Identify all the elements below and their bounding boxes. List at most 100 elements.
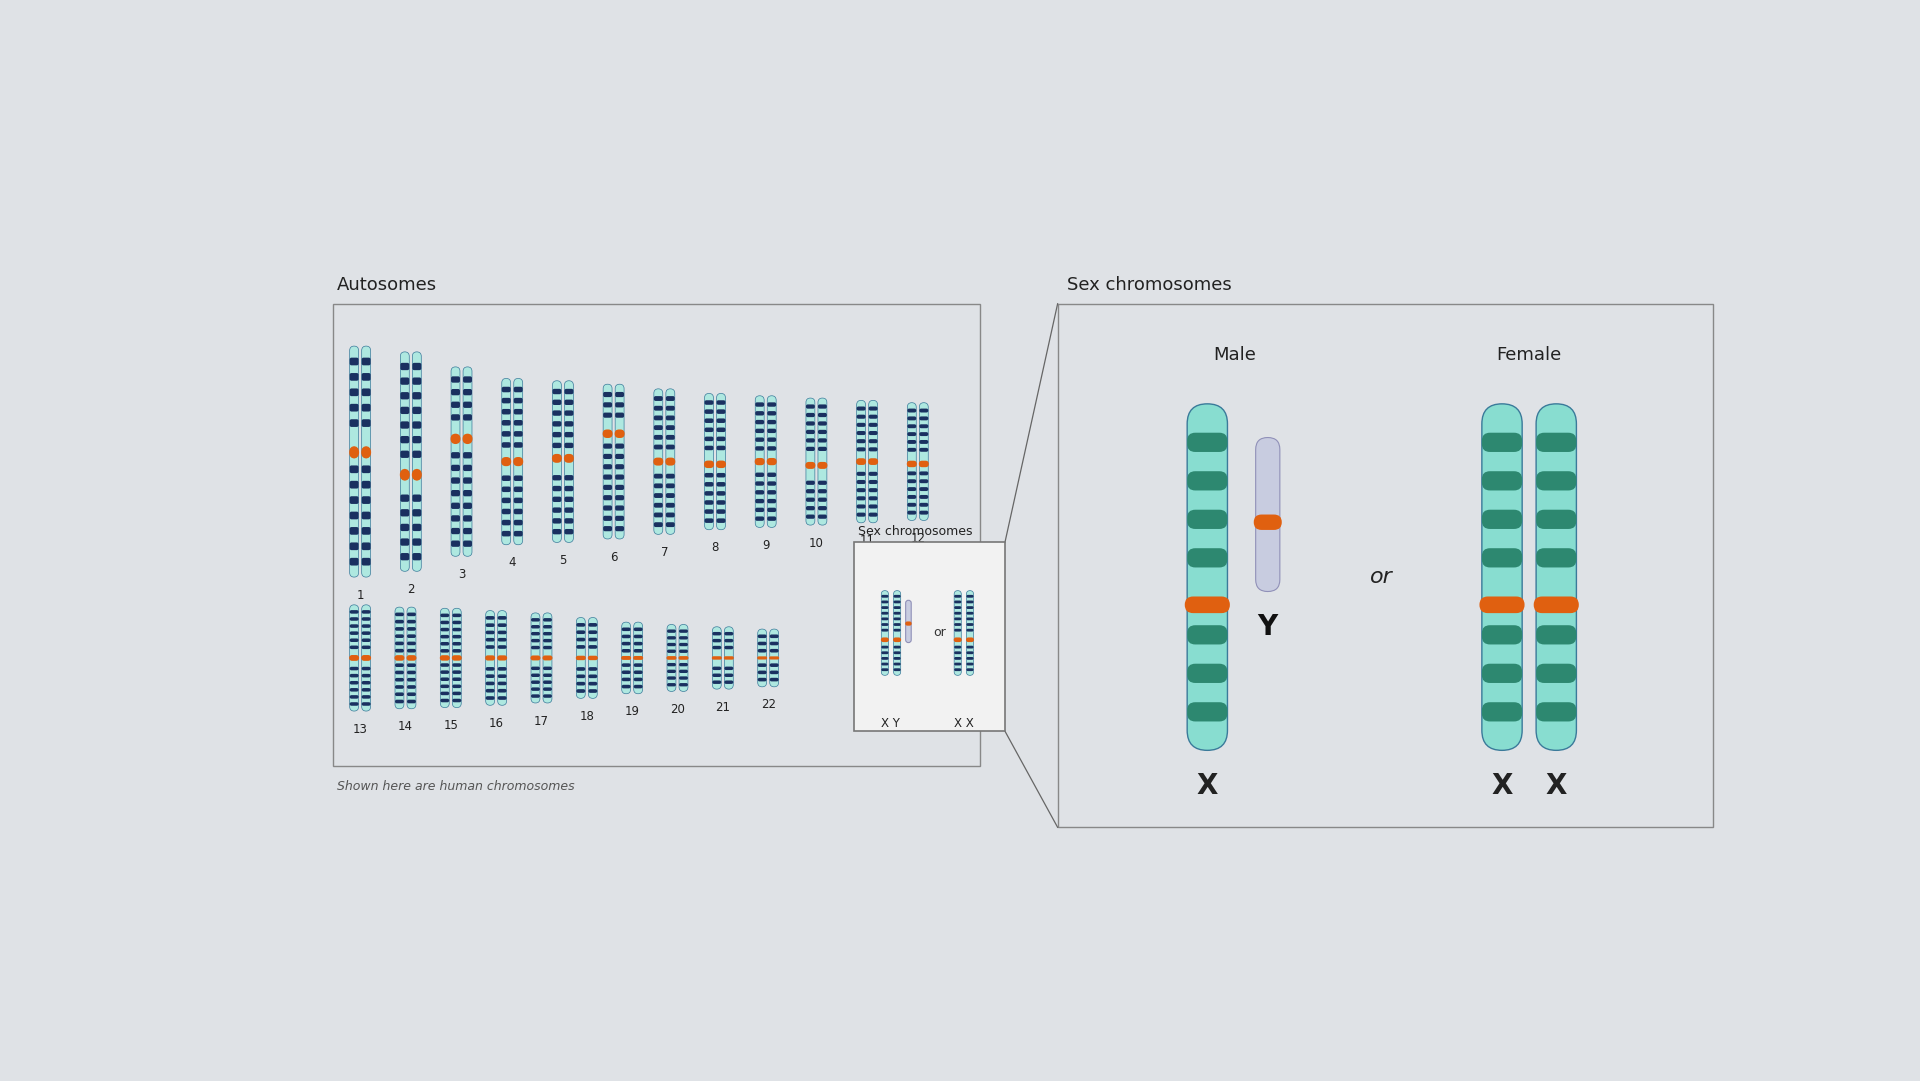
FancyBboxPatch shape [768,490,776,494]
FancyBboxPatch shape [543,613,551,703]
FancyBboxPatch shape [453,649,461,653]
FancyBboxPatch shape [966,645,973,649]
FancyBboxPatch shape [806,404,814,409]
FancyBboxPatch shape [603,495,612,501]
FancyBboxPatch shape [453,684,461,689]
FancyBboxPatch shape [724,667,733,670]
FancyBboxPatch shape [818,506,828,510]
FancyBboxPatch shape [407,678,417,681]
FancyBboxPatch shape [954,595,962,598]
FancyBboxPatch shape [453,678,461,681]
Text: 4: 4 [509,557,516,570]
FancyBboxPatch shape [451,414,461,421]
FancyBboxPatch shape [893,617,900,620]
FancyBboxPatch shape [906,461,916,467]
FancyBboxPatch shape [532,639,540,642]
FancyBboxPatch shape [856,512,866,517]
FancyBboxPatch shape [622,670,630,675]
FancyBboxPatch shape [758,635,766,638]
FancyBboxPatch shape [349,617,359,620]
FancyBboxPatch shape [655,473,662,479]
FancyBboxPatch shape [463,465,472,471]
FancyBboxPatch shape [407,608,417,709]
FancyBboxPatch shape [553,443,561,449]
FancyBboxPatch shape [551,454,563,463]
FancyBboxPatch shape [401,524,409,531]
FancyBboxPatch shape [1482,471,1523,491]
FancyBboxPatch shape [770,635,780,638]
FancyBboxPatch shape [588,656,597,660]
FancyBboxPatch shape [361,695,371,698]
FancyBboxPatch shape [451,478,461,483]
FancyBboxPatch shape [401,494,409,502]
FancyBboxPatch shape [954,645,962,649]
FancyBboxPatch shape [1482,432,1523,452]
FancyBboxPatch shape [501,387,511,392]
FancyBboxPatch shape [349,610,359,614]
FancyBboxPatch shape [603,464,612,469]
FancyBboxPatch shape [394,655,405,660]
FancyBboxPatch shape [401,509,409,517]
FancyBboxPatch shape [451,376,461,383]
FancyBboxPatch shape [655,415,662,421]
FancyBboxPatch shape [868,406,877,411]
FancyBboxPatch shape [768,472,776,477]
FancyBboxPatch shape [451,655,463,660]
FancyBboxPatch shape [881,668,889,671]
FancyBboxPatch shape [396,619,403,624]
FancyBboxPatch shape [396,693,403,696]
FancyBboxPatch shape [705,461,714,468]
FancyBboxPatch shape [954,638,962,642]
FancyBboxPatch shape [361,346,371,577]
FancyBboxPatch shape [401,553,409,560]
FancyBboxPatch shape [349,681,359,684]
FancyBboxPatch shape [954,601,962,603]
FancyBboxPatch shape [451,490,461,496]
FancyBboxPatch shape [1187,432,1227,452]
FancyBboxPatch shape [564,485,574,491]
FancyBboxPatch shape [515,431,522,437]
FancyBboxPatch shape [806,398,814,525]
FancyBboxPatch shape [818,489,828,493]
FancyBboxPatch shape [501,497,511,503]
FancyBboxPatch shape [705,501,714,505]
FancyBboxPatch shape [361,625,371,628]
FancyBboxPatch shape [440,698,449,703]
FancyBboxPatch shape [413,553,420,560]
FancyBboxPatch shape [756,656,768,659]
FancyBboxPatch shape [893,657,900,659]
FancyBboxPatch shape [451,465,461,471]
FancyBboxPatch shape [666,643,676,646]
FancyBboxPatch shape [396,699,403,704]
FancyBboxPatch shape [440,670,449,673]
FancyBboxPatch shape [622,649,630,653]
FancyBboxPatch shape [515,378,522,545]
FancyBboxPatch shape [768,419,776,424]
FancyBboxPatch shape [564,400,574,405]
FancyBboxPatch shape [349,419,359,427]
FancyBboxPatch shape [603,454,612,459]
Text: Y: Y [1258,613,1279,641]
FancyBboxPatch shape [770,642,780,645]
FancyBboxPatch shape [407,627,417,630]
FancyBboxPatch shape [881,645,889,649]
FancyBboxPatch shape [614,475,624,480]
FancyBboxPatch shape [893,601,900,603]
FancyBboxPatch shape [515,387,522,392]
FancyBboxPatch shape [920,479,927,483]
FancyBboxPatch shape [634,649,643,653]
FancyBboxPatch shape [920,471,927,476]
FancyBboxPatch shape [453,628,461,631]
FancyBboxPatch shape [407,670,417,675]
FancyBboxPatch shape [920,461,929,467]
FancyBboxPatch shape [705,427,714,432]
FancyBboxPatch shape [755,472,764,477]
FancyBboxPatch shape [881,623,889,626]
FancyBboxPatch shape [712,680,722,684]
FancyBboxPatch shape [856,471,866,476]
FancyBboxPatch shape [1536,548,1576,568]
FancyBboxPatch shape [413,406,420,414]
FancyBboxPatch shape [413,363,420,370]
FancyBboxPatch shape [564,529,574,534]
FancyBboxPatch shape [758,678,766,681]
